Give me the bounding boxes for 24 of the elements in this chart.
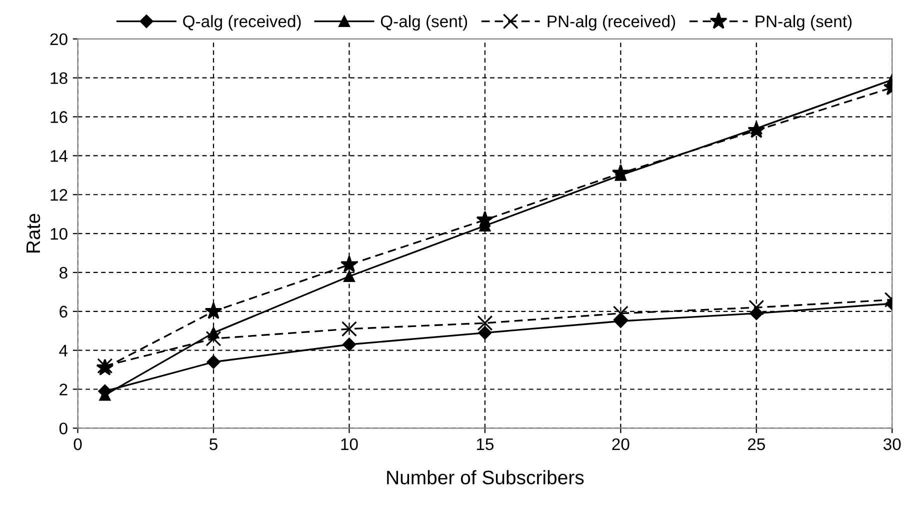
x-tick-label: 30 (883, 438, 901, 450)
legend-label: Q-alg (sent) (380, 15, 468, 31)
y-tick-label: 4 (59, 344, 68, 356)
y-tick-label: 0 (59, 422, 68, 434)
legend-label: PN-alg (received) (548, 15, 676, 31)
legend-label: Q-alg (received) (183, 15, 301, 31)
y-tick-label: 18 (50, 72, 68, 84)
y-axis-title: Rate (26, 214, 40, 252)
y-tick-label: 10 (50, 228, 68, 240)
y-tick-label: 6 (60, 306, 68, 318)
y-tick-label: 20 (50, 33, 68, 46)
x-axis-title: Number of Subscribers (387, 470, 584, 484)
y-tick-label: 14 (50, 150, 68, 162)
y-tick-label: 8 (60, 266, 68, 279)
y-tick-label: 2 (60, 384, 68, 396)
y-tick-label: 12 (50, 189, 68, 201)
y-tick-label: 16 (50, 111, 68, 123)
x-tick-label: 10 (341, 438, 358, 450)
x-tick-label: 25 (748, 438, 765, 450)
x-tick-label: 5 (210, 438, 218, 450)
x-tick-label: 20 (612, 438, 630, 450)
legend-label: PN-alg (sent) (756, 15, 852, 31)
x-tick-label: 15 (476, 438, 494, 450)
x-tick-label: 0 (74, 438, 82, 450)
